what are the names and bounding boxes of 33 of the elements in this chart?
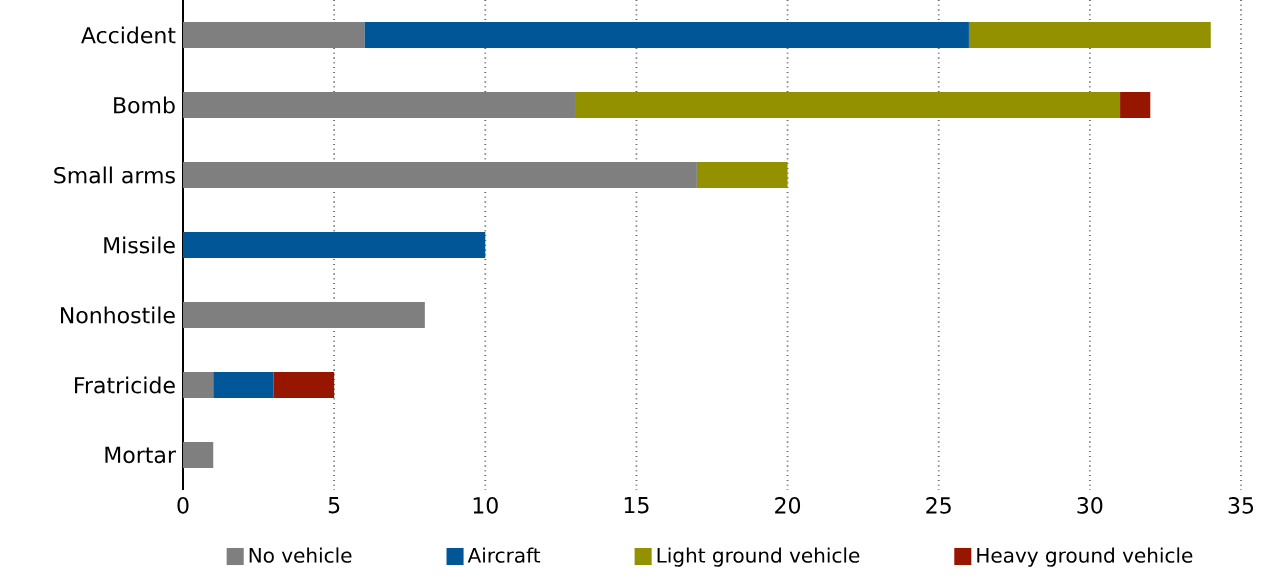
legend-label: Aircraft: [467, 547, 541, 563]
bar: [183, 92, 576, 119]
x-tick-label: 10: [473, 497, 498, 514]
x-tick-label: 5: [328, 497, 340, 514]
bar: [575, 92, 1121, 119]
legend-label: Heavy ground vehicle: [977, 547, 1193, 567]
x-tick-label: 20: [775, 497, 801, 514]
bar: [696, 162, 788, 189]
y-tick-label: Mortar: [105, 446, 176, 464]
bar: [1120, 92, 1151, 119]
x-tick-label: 35: [1228, 497, 1254, 514]
bar: [183, 372, 214, 398]
bar: [183, 302, 425, 328]
bar: [183, 442, 214, 468]
bar: [968, 22, 1211, 49]
bar: [183, 22, 365, 49]
x-tick-label: 30: [1077, 497, 1103, 514]
legend-label: Light ground vehicle: [657, 547, 860, 567]
bar: [183, 162, 697, 189]
bar: [183, 232, 486, 258]
x-tick-label: 0: [177, 497, 189, 514]
y-tick-label: Fratricide: [75, 376, 175, 394]
y-tick-label: Accident: [81, 26, 176, 44]
bar: [213, 372, 274, 398]
legend-label: No vehicle: [249, 547, 352, 563]
y-tick-label: Small arms: [54, 166, 175, 184]
y-tick-label: Nonhostile: [61, 306, 175, 324]
y-tick-label: Missile: [104, 236, 175, 254]
x-tick-label: 25: [926, 497, 951, 514]
y-tick-label: Bomb: [114, 96, 175, 114]
bar: [273, 372, 335, 398]
x-tick-label: 15: [624, 497, 649, 514]
bar: [364, 22, 969, 49]
